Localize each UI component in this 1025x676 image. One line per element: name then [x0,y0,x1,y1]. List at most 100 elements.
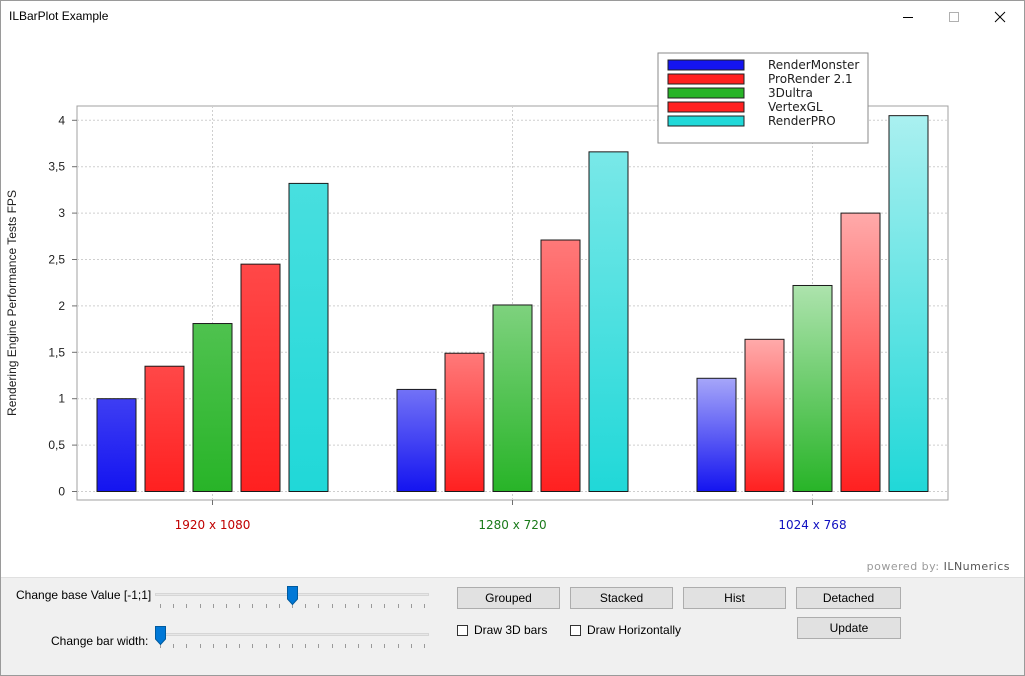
slider-tick [410,604,412,608]
slider-tick [371,644,373,648]
slider-tick [239,644,241,648]
draw-3d-checkbox[interactable]: Draw 3D bars [457,623,547,637]
slider-tick [278,644,280,648]
slider-tick [173,604,175,608]
window-title: ILBarPlot Example [9,9,109,23]
draw-horizontally-checkbox[interactable]: Draw Horizontally [570,623,681,637]
minimize-button[interactable] [885,1,931,32]
powered-by-brand: ILNumerics [943,560,1010,573]
grouped-button[interactable]: Grouped [457,587,560,609]
slider-tick [397,644,399,648]
slider-tick [410,644,412,648]
slider-tick [397,604,399,608]
y-tick-label: 2,5 [48,253,65,267]
slider-tick [371,604,373,608]
bar [888,115,929,492]
bar [444,352,485,492]
slider-tick [186,604,188,608]
bar [696,377,737,492]
bar [492,304,533,492]
close-icon [994,11,1006,22]
slider-tick [186,644,188,648]
slider-tick [424,644,425,648]
slider-tick [265,644,267,648]
legend-swatch [667,73,745,85]
base-value-slider[interactable] [155,586,429,610]
slider-tick [212,644,214,648]
slider-tick [226,644,227,648]
legend-label: 3Dultra [768,86,813,100]
detached-button[interactable]: Detached [796,587,901,609]
legend-swatch [667,87,745,99]
y-tick-label: 2 [58,299,65,313]
slider-tick [239,604,241,608]
y-tick-label: 3 [58,206,65,220]
control-panel: Change base Value [-1;1] Change bar widt… [1,577,1024,675]
hist-button[interactable]: Hist [683,587,786,609]
x-tick-label: 1280 x 720 [478,518,546,532]
bar [744,338,785,493]
slider-tick [160,604,161,608]
legend-label: VertexGL [768,100,823,114]
slider-tick [318,604,320,608]
legend-label: RenderMonster [768,58,859,72]
legend-swatch [667,115,745,127]
bar [792,284,833,492]
bar [288,182,329,493]
y-tick-label: 0 [58,485,65,499]
maximize-button[interactable] [931,1,977,32]
slider-tick [292,604,293,608]
y-tick-label: 1,5 [48,345,65,359]
slider-tick [344,644,346,648]
close-button[interactable] [977,1,1023,32]
legend-label: ProRender 2.1 [768,72,853,86]
y-axis-label: Rendering Engine Performance Tests FPS [5,190,19,416]
bar-width-label: Change bar width: [51,634,149,648]
slider-ticks [160,644,425,649]
powered-by-label: powered by: ILNumerics [867,560,1010,573]
checkbox-box[interactable] [457,624,468,636]
slider-tick [252,604,254,608]
legend-label: RenderPRO [768,114,836,128]
slider-thumb[interactable] [155,626,166,645]
plot-area[interactable]: 0 0,5 1 1,5 2 2,5 3 3,5 4 1920 x 1080 1280 x 720 10… [1,32,1024,577]
bar [96,398,137,493]
slider-tick [292,644,293,648]
bar [840,212,881,492]
update-button[interactable]: Update [797,617,901,639]
slider-tick [265,604,267,608]
bar [144,365,185,492]
legend-swatch [667,101,745,113]
checkbox-box[interactable] [570,624,581,636]
slider-tick [331,644,333,648]
slider-tick [424,604,425,608]
bar [588,151,629,493]
slider-tick [226,604,227,608]
slider-tick [384,604,386,608]
draw-horizontally-label: Draw Horizontally [587,623,682,637]
bar-width-slider[interactable] [155,626,429,650]
slider-tick [199,604,201,608]
slider-tick [305,644,307,648]
slider-thumb[interactable] [287,586,298,605]
slider-tick [160,644,161,648]
maximize-icon [949,11,959,22]
y-tick-label: 3,5 [48,160,65,174]
base-value-label: Change base Value [-1;1] [16,588,152,602]
stacked-button[interactable]: Stacked [570,587,673,609]
slider-tick [199,644,201,648]
title-bar[interactable]: ILBarPlot Example [1,1,1024,32]
legend-swatch [667,59,745,71]
minimize-icon [903,16,913,18]
x-tick-label: 1024 x 768 [778,518,846,532]
slider-tick [331,604,333,608]
bar [240,263,281,492]
slider-tick [358,644,359,648]
slider-ticks [160,604,425,609]
x-tick-label: 1920 x 1080 [175,518,251,532]
slider-tick [344,604,346,608]
bar-chart[interactable]: 0 0,5 1 1,5 2 2,5 3 3,5 4 1920 x 1080 1280 x 720 10… [1,32,1024,577]
slider-tick [252,644,254,648]
bar [396,388,437,493]
